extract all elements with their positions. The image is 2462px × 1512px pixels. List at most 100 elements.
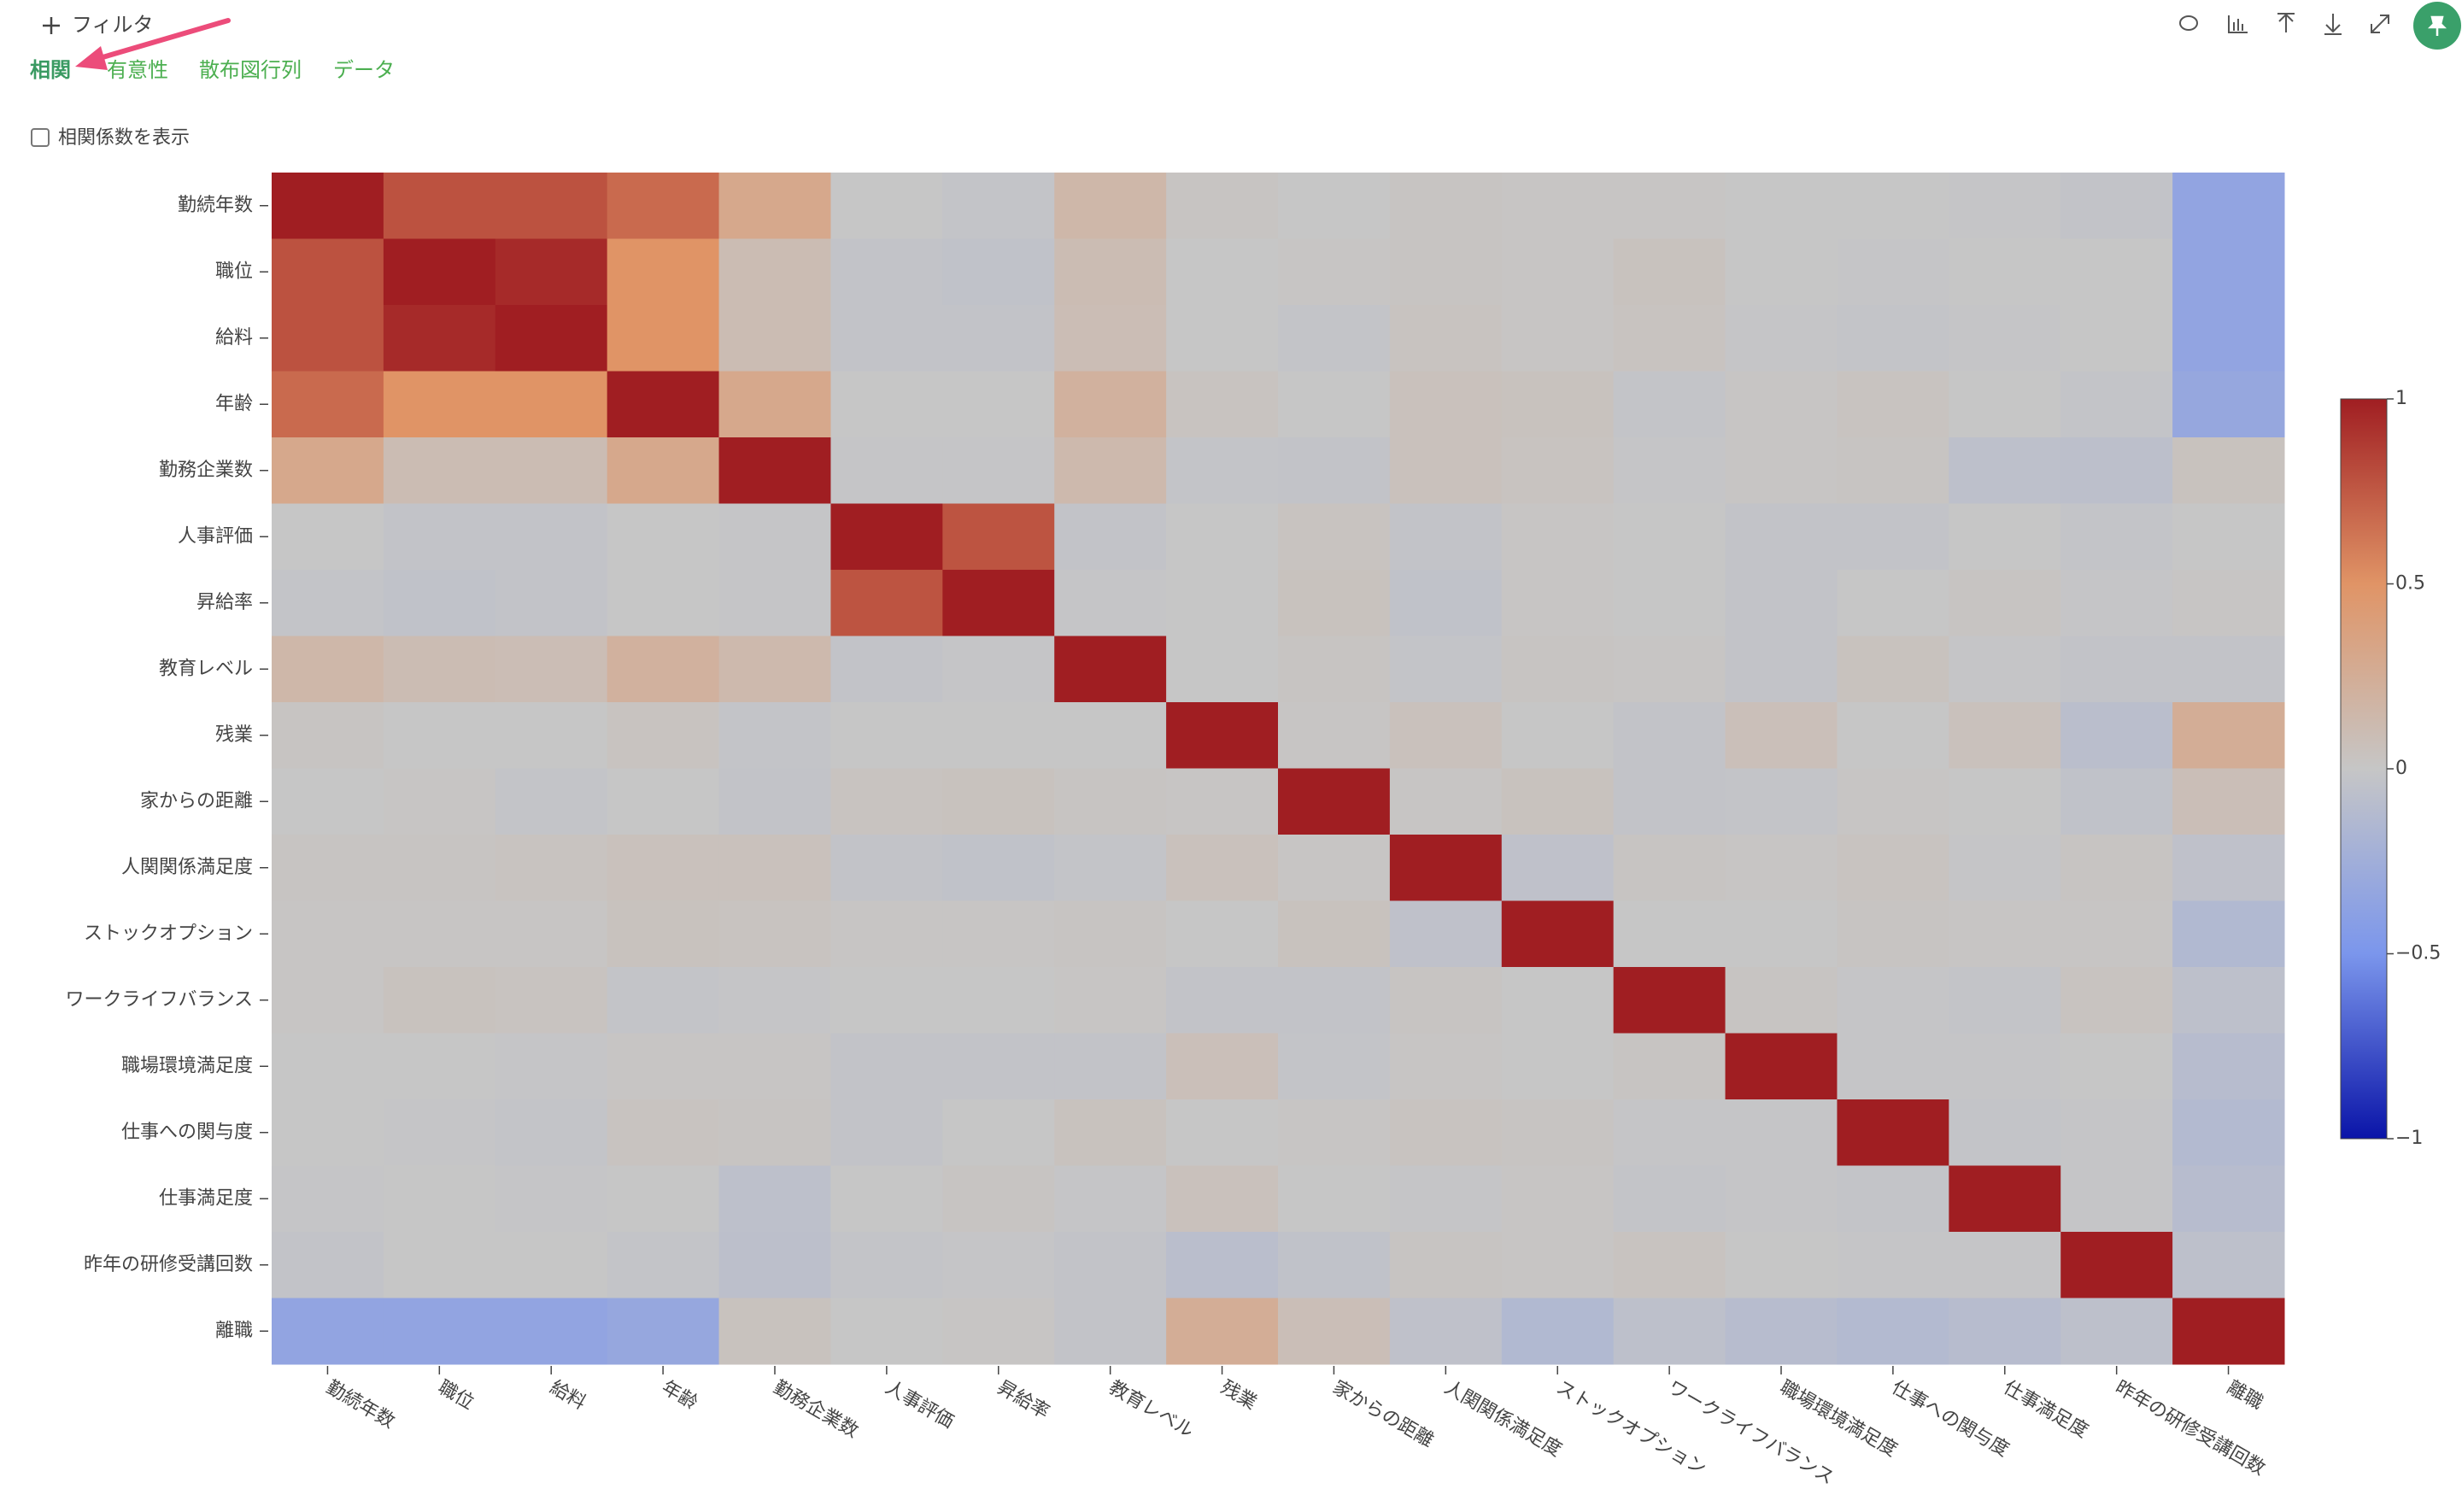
heatmap-cell [1725, 437, 1838, 504]
heatmap-cell [1725, 503, 1838, 571]
heatmap-cell [607, 702, 720, 769]
tab[interactable]: 相関 [30, 58, 71, 82]
heatmap-cell [1949, 967, 2061, 1034]
heatmap-cell [830, 238, 943, 306]
heatmap-cell [1501, 1033, 1615, 1100]
tab[interactable]: 有意性 [107, 58, 168, 82]
heatmap-cell [718, 636, 831, 703]
heatmap-cell [1278, 173, 1391, 239]
heatmap-cell [830, 1298, 943, 1365]
heatmap-cell [942, 1165, 1055, 1233]
heatmap-cell [2172, 1033, 2285, 1100]
heatmap-cell [1501, 1165, 1615, 1233]
heatmap-cell [2172, 1298, 2285, 1365]
heatmap-cell [1278, 1165, 1391, 1233]
heatmap-cell [1613, 835, 1726, 901]
heatmap-cell [1837, 570, 1949, 636]
upload-icon[interactable] [2277, 13, 2295, 32]
heatmap-cell [830, 1033, 943, 1100]
heatmap-cell [1613, 768, 1726, 835]
heatmap-cell [1725, 371, 1838, 438]
x-tick-label: 勤続年数 [322, 1377, 398, 1433]
expand-icon[interactable] [2371, 15, 2389, 33]
checkbox-label: 相関係数を表示 [58, 127, 190, 149]
heatmap-cell [383, 173, 496, 239]
heatmap-cell [495, 503, 608, 571]
heatmap-cell [1837, 835, 1949, 901]
colorbar-tick-label: −0.5 [2395, 943, 2441, 964]
heatmap-cell [2172, 1165, 2285, 1233]
heatmap-cell [1166, 173, 1279, 239]
heatmap-cell [495, 900, 608, 968]
heatmap-cell [2172, 900, 2285, 968]
checkbox[interactable] [31, 128, 50, 147]
heatmap-cell [2172, 570, 2285, 636]
heatmap-cell [2060, 835, 2173, 901]
heatmap-cell [1949, 636, 2061, 703]
comment-icon[interactable] [2179, 15, 2198, 31]
heatmap-cell [383, 967, 496, 1034]
filter-button[interactable]: フィルタ [43, 13, 154, 37]
heatmap-cell [830, 173, 943, 239]
heatmap-cell [2172, 238, 2285, 306]
heatmap-cell [942, 967, 1055, 1034]
heatmap-cell [272, 967, 384, 1034]
colorbar-tick-label: 0.5 [2395, 573, 2425, 595]
heatmap-cell [607, 1099, 720, 1166]
heatmap-cell [1949, 238, 2061, 306]
x-tick-label: 勤務企業数 [770, 1377, 862, 1443]
heatmap-cell [2172, 371, 2285, 438]
heatmap-cell [607, 570, 720, 636]
heatmap-cell [1949, 900, 2061, 968]
heatmap-cell [1949, 1033, 2061, 1100]
heatmap-cell [2172, 1232, 2285, 1298]
heatmap-cell [383, 570, 496, 636]
heatmap-cell [2060, 173, 2173, 239]
heatmap-cell [2060, 570, 2173, 636]
heatmap-cell [2060, 636, 2173, 703]
heatmap-cell [272, 702, 384, 769]
heatmap-cell [1501, 437, 1615, 504]
heatmap-cell [1389, 1099, 1503, 1166]
heatmap-cell [2060, 305, 2173, 372]
arrow-annotation [75, 18, 231, 70]
y-tick-label: 家からの距離 [140, 790, 253, 812]
heatmap-cell [1166, 702, 1279, 769]
heatmap-cell [1501, 1232, 1615, 1298]
heatmap-cell [2060, 1099, 2173, 1166]
heatmap-cell [942, 1298, 1055, 1365]
heatmap-cell [2172, 967, 2285, 1034]
heatmap-cell [1389, 1033, 1503, 1100]
heatmap-cell [2060, 503, 2173, 571]
tab[interactable]: データ [333, 58, 395, 82]
heatmap-cell [1613, 503, 1726, 571]
heatmap-cell [1501, 238, 1615, 306]
heatmap-cell [1166, 1232, 1279, 1298]
heatmap-cell [383, 305, 496, 372]
heatmap-cell [1278, 1298, 1391, 1365]
download-icon[interactable] [2324, 14, 2342, 35]
heatmap-cell [718, 702, 831, 769]
heatmap-cell [1278, 1099, 1391, 1166]
heatmap-cell [1725, 900, 1838, 968]
heatmap-cell [1949, 1099, 2061, 1166]
heatmap-cell [2060, 238, 2173, 306]
heatmap-cell [495, 305, 608, 372]
heatmap-cell [718, 1298, 831, 1365]
heatmap-cell [942, 1232, 1055, 1298]
heatmap-cell [1613, 702, 1726, 769]
heatmap-cell [2172, 636, 2285, 703]
heatmap-cell [383, 702, 496, 769]
heatmap-cell [272, 1165, 384, 1233]
heatmap-cell [383, 238, 496, 306]
heatmap-cell [718, 900, 831, 968]
y-tick-label: 勤務企業数 [159, 460, 253, 481]
heatmap-cell [1501, 835, 1615, 901]
heatmap-cell [1613, 570, 1726, 636]
chart-icon[interactable] [2228, 15, 2248, 33]
tab[interactable]: 散布図行列 [199, 58, 302, 82]
filter-label: フィルタ [72, 13, 154, 37]
x-tick-label: 仕事満足度 [2000, 1377, 2092, 1443]
heatmap-cell [607, 173, 720, 239]
heatmap-cell [1613, 900, 1726, 968]
